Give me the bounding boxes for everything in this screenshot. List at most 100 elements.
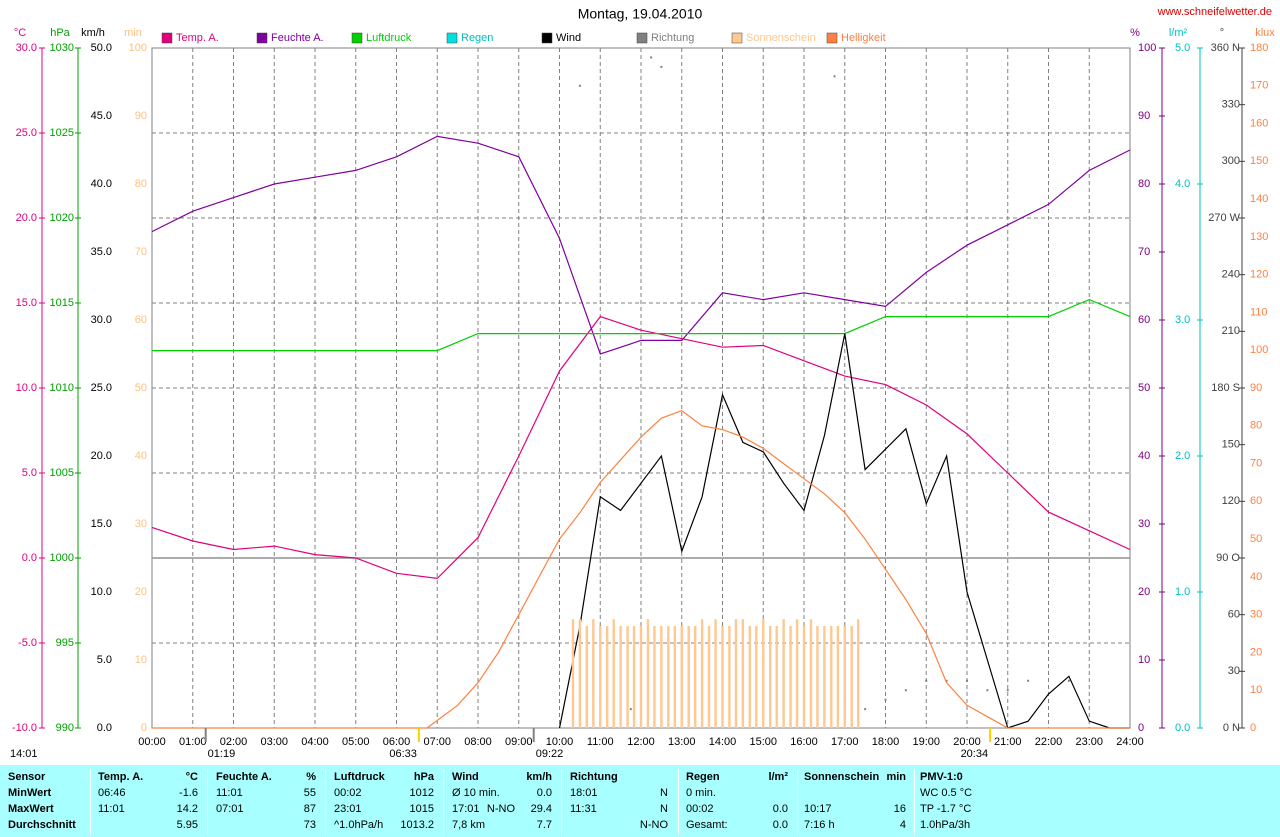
- sunshine-bar: [714, 619, 717, 728]
- table-cell: TP -1.7 °C: [920, 803, 972, 815]
- y-tick-label: 40.0: [91, 178, 112, 190]
- y-tick-label: 20.0: [91, 450, 112, 462]
- sunshine-bar: [592, 619, 595, 728]
- y-tick-label: 2.0: [1175, 450, 1190, 462]
- y-tick-label: 40: [1138, 450, 1150, 462]
- y-tick-label: 30: [1138, 518, 1150, 530]
- sunshine-bar: [789, 626, 792, 728]
- x-tick-label: 12:00: [627, 736, 655, 748]
- y-tick-label: 35.0: [91, 246, 112, 258]
- sunshine-bar: [673, 626, 677, 728]
- sunshine-bar: [578, 619, 582, 728]
- sunshine-bar: [728, 626, 731, 728]
- y-tick-label: 10.0: [91, 586, 112, 598]
- separator: [678, 769, 679, 835]
- direction-dot: [1027, 679, 1030, 682]
- y-tick-label: 20.0: [16, 212, 37, 224]
- direction-dot: [650, 56, 653, 59]
- y-tick-label: 150: [1222, 439, 1240, 451]
- sunshine-bar: [795, 619, 799, 728]
- y-tick-label: 240: [1222, 269, 1240, 281]
- sunshine-bar: [660, 626, 663, 728]
- annotation: 09:22: [536, 748, 564, 760]
- direction-dot: [629, 708, 632, 711]
- y-tick-label: 270 W: [1208, 212, 1240, 224]
- y-tick-label: 80: [135, 178, 147, 190]
- y-tick-label: 1015: [50, 297, 74, 309]
- axis-unit: km/h: [81, 27, 105, 39]
- y-tick-label: 990: [56, 722, 74, 734]
- series-line: [151, 135, 1131, 355]
- legend-swatch: [826, 32, 838, 44]
- legend-swatch: [256, 32, 268, 44]
- axis-unit: °: [1220, 27, 1224, 39]
- y-tick-label: 90: [1250, 382, 1262, 394]
- table-cell: 29.4: [530, 803, 552, 815]
- y-tick-label: 90: [1138, 110, 1150, 122]
- y-tick-label: 130: [1250, 231, 1268, 243]
- x-tick-label: 02:00: [220, 736, 248, 748]
- x-tick-label: 04:00: [301, 736, 329, 748]
- y-tick-label: 5.0: [22, 467, 37, 479]
- table-cell: 1012: [409, 787, 434, 799]
- y-tick-label: -10.0: [12, 722, 37, 734]
- table-cell: N: [660, 787, 668, 799]
- y-tick-label: 0 N: [1223, 722, 1240, 734]
- y-tick-label: 40: [1250, 571, 1262, 583]
- table-cell: 55: [303, 787, 316, 799]
- table-cell: N: [660, 803, 668, 815]
- table-cell: Durchschnitt: [8, 819, 76, 831]
- table-cell: -1.6: [179, 787, 198, 799]
- y-tick-label: 70: [135, 246, 147, 258]
- table-cell: Wind: [452, 771, 479, 783]
- sunshine-bar: [632, 626, 636, 728]
- sunshine-bar: [809, 619, 813, 728]
- y-tick-label: 3.0: [1175, 314, 1190, 326]
- table-cell: 11:31: [570, 803, 597, 815]
- separator: [561, 769, 562, 835]
- direction-dot: [1067, 679, 1070, 682]
- sunshine-bar: [748, 626, 752, 728]
- sunshine-bar: [639, 626, 643, 728]
- sunshine-bar: [700, 619, 704, 728]
- table-row: Durchschnitt 5.95 73 ^1.0hPa/h 1013.2 7,8 km 7…: [0, 819, 1280, 835]
- y-tick-label: 180 S: [1211, 382, 1240, 394]
- table-row: MaxWert 11:01 14.2 07:01 87 23:01 1015 17:01 N-N…: [0, 803, 1280, 819]
- y-tick-label: 360 N: [1211, 42, 1240, 54]
- x-tick-label: 20:00: [953, 736, 981, 748]
- sunshine-bar: [667, 626, 670, 728]
- table-cell: 1015: [409, 803, 434, 815]
- table-cell: 0 min.: [686, 787, 716, 799]
- sunshine-bar: [843, 626, 846, 728]
- axis-unit: klux: [1255, 27, 1275, 39]
- x-tick-label: 03:00: [260, 736, 288, 748]
- y-tick-label: 40: [135, 450, 147, 462]
- table-cell: 07:01: [216, 803, 244, 815]
- legend-label: Temp. A.: [176, 32, 219, 44]
- direction-dot: [1006, 689, 1009, 692]
- y-tick-label: 20: [135, 586, 147, 598]
- y-tick-label: 100: [129, 42, 147, 54]
- sunshine-bar: [850, 626, 853, 728]
- series-line: [152, 298, 1131, 352]
- table-cell: 7,8 km: [452, 819, 486, 831]
- y-tick-label: 20: [1138, 586, 1150, 598]
- legend-label: Feuchte A.: [271, 32, 324, 44]
- x-tick-label: 07:00: [423, 736, 451, 748]
- table-cell: 87: [303, 803, 316, 815]
- y-tick-label: 1030: [50, 42, 74, 54]
- x-tick-label: 22:00: [1035, 736, 1063, 748]
- y-tick-label: 90 O: [1216, 552, 1240, 564]
- table-cell: 1.0hPa/3h: [920, 819, 971, 831]
- y-tick-label: 30.0: [16, 42, 37, 54]
- x-tick-label: 08:00: [464, 736, 492, 748]
- direction-dot: [986, 689, 989, 692]
- sunshine-bar: [680, 626, 683, 728]
- table-cell: 5.95: [176, 819, 198, 831]
- table-cell: 11:01: [216, 787, 243, 799]
- y-tick-label: 15.0: [91, 518, 112, 530]
- y-tick-label: 110: [1250, 306, 1268, 318]
- annotation: 01:19: [208, 748, 236, 760]
- y-tick-label: 1005: [50, 467, 74, 479]
- table-cell: 0.0: [772, 803, 788, 815]
